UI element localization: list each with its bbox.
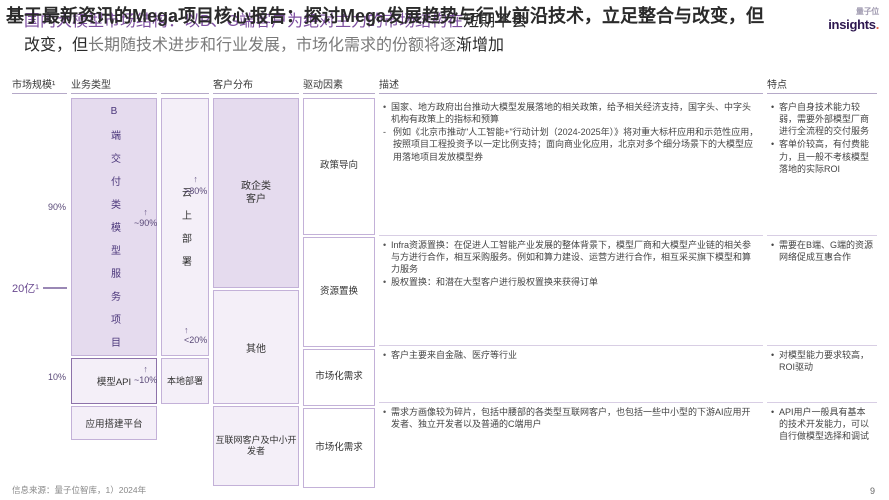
deploy-local-bar: 本地部署 ↑~10% [161, 358, 209, 404]
col-traits: 特点 客户自身技术能力较弱，需要外部模型厂商进行全流程的交付服务客单价较高，有付… [767, 76, 877, 478]
trait-row-4: API用户一般具有基本的技术开发能力，可以自行做模型选择和调试 [767, 402, 877, 482]
desc-row-2: Infra资源置换：在促进人工智能产业发展的整体背景下，模型厂商和大模型产业链的… [379, 235, 763, 345]
desc-row-4: 需求方画像较为碎片，包括中腰部的各类型互联网客户，也包括一些中小型的下游AI应用… [379, 402, 763, 482]
bracket-icon [43, 287, 67, 289]
trait-row-2: 需要在B端、G端的资源网络促成互惠合作 [767, 235, 877, 345]
col-description: 描述 国家、地方政府出台推动大模型发展落地的相关政策，给予相关经济支持，国字头、… [379, 76, 763, 478]
header-biz: 业务类型 [71, 76, 157, 94]
header-customers: 客户分布 [213, 76, 299, 94]
col-biz-type: 业务类型 B 端 交 付 类 模 型 服 务 项 目 90% 模型API 10%… [71, 76, 157, 478]
driver-market1: 市场化需求 [303, 349, 375, 406]
market-size-value: 20亿¹ [12, 280, 39, 296]
overlay-title: 基于最新资讯的Mega项目核心报告：探讨Mega发展趋势与行业前沿技术，立足整合… [6, 4, 849, 28]
col-deploy: 云 上 部 署 ↑~90% 本地部署 ↑~10% [161, 76, 209, 478]
header-deploy [161, 76, 209, 94]
trait-row-1: 客户自身技术能力较弱，需要外部模型厂商进行全流程的交付服务客单价较高，有付费能力… [767, 98, 877, 235]
col-market-size: 市场规模¹ 20亿¹ [12, 76, 67, 478]
cust-other-bar: 其他 ↑<20% [213, 290, 299, 404]
header-traits: 特点 [767, 76, 877, 94]
page-number: 9 [870, 486, 875, 496]
project-pct: 90% [48, 202, 66, 214]
cust-internet-bar: 互联网客户及中小开发者 [213, 406, 299, 486]
driver-market2: 市场化需求 [303, 408, 375, 488]
header-market-size: 市场规模¹ [12, 76, 67, 94]
footer-source: 信息来源：量子位智库，1）2024年 [12, 484, 146, 496]
header-drivers: 驱动因素 [303, 76, 375, 94]
api-pct: 10% [48, 372, 66, 382]
desc-row-3: 客户主要来自金融、医疗等行业 [379, 345, 763, 402]
trait-row-3: 对模型能力要求较高，ROI驱动 [767, 345, 877, 402]
biz-platform-bar: 应用搭建平台 [71, 406, 157, 440]
cust-ge-bar: 政企类 客户 ↑>80% [213, 98, 299, 288]
deploy-cloud-bar: 云 上 部 署 ↑~90% [161, 98, 209, 356]
desc-row-1: 国家、地方政府出台推动大模型发展落地的相关政策，给予相关经济支持，国字头、中字头… [379, 98, 763, 235]
driver-policy: 政策导向 [303, 98, 375, 235]
col-drivers: 驱动因素 政策导向 资源置换 市场化需求 市场化需求 [303, 76, 375, 478]
header-desc: 描述 [379, 76, 763, 94]
col-customers: 客户分布 政企类 客户 ↑>80% 其他 ↑<20% 互联网客户及中小开发者 [213, 76, 299, 478]
driver-resource: 资源置换 [303, 237, 375, 347]
content-grid: 市场规模¹ 20亿¹ 业务类型 B 端 交 付 类 模 型 服 务 项 目 90… [12, 76, 877, 478]
